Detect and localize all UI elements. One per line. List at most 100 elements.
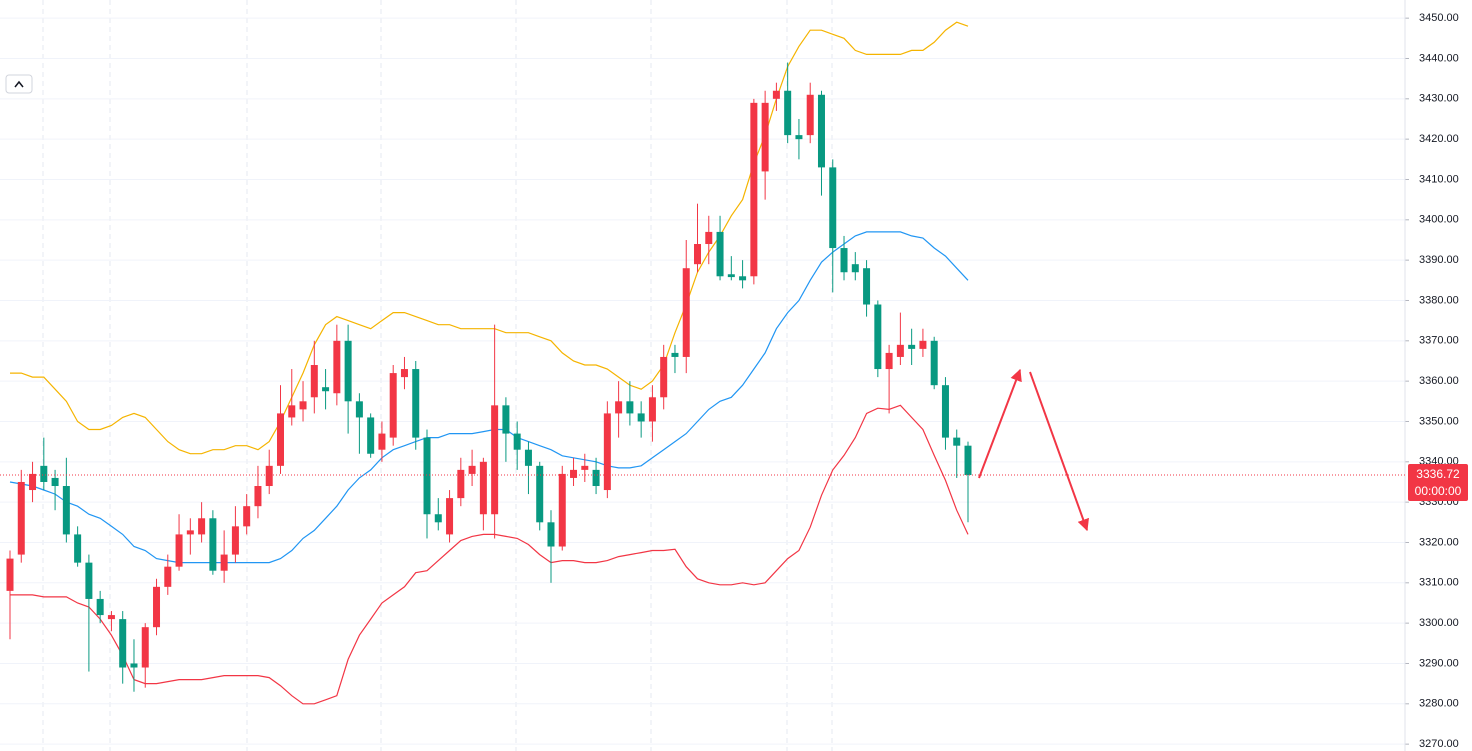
candle-body xyxy=(186,530,194,535)
bands xyxy=(9,21,969,705)
candle-body xyxy=(513,433,521,450)
y-tick-label: 3310.00 xyxy=(1419,577,1459,589)
candle-body xyxy=(220,554,228,571)
candle-body xyxy=(536,465,544,523)
candle-body xyxy=(502,405,510,434)
y-tick-label: 3420.00 xyxy=(1419,133,1459,145)
candle-body xyxy=(694,244,702,265)
candle-body xyxy=(581,465,589,470)
candle-body xyxy=(919,340,927,349)
candle-body xyxy=(310,365,318,398)
y-tick-label: 3380.00 xyxy=(1419,294,1459,306)
y-tick-label: 3390.00 xyxy=(1419,254,1459,266)
candle-body xyxy=(96,598,104,616)
candle-body xyxy=(626,401,634,414)
candle-body xyxy=(829,167,837,249)
down-arrow xyxy=(1029,371,1089,532)
countdown-label: 00:00:00 xyxy=(1415,484,1462,498)
y-tick-label: 3400.00 xyxy=(1419,214,1459,226)
candle-body xyxy=(784,90,792,136)
candle-body xyxy=(603,413,611,491)
candle-body xyxy=(941,385,949,438)
candle-body xyxy=(434,514,442,523)
candle-body xyxy=(423,437,431,515)
candle-body xyxy=(322,387,330,392)
candle-body xyxy=(874,304,882,370)
candle-body xyxy=(164,566,172,587)
candle-body xyxy=(468,465,476,474)
y-tick-label: 3430.00 xyxy=(1419,93,1459,105)
candle-body xyxy=(265,465,273,487)
candle-body xyxy=(817,94,825,168)
candle-body xyxy=(141,627,149,668)
candle-body xyxy=(119,619,127,668)
candle-body xyxy=(243,506,251,527)
y-tick-label: 3350.00 xyxy=(1419,415,1459,427)
candle-body xyxy=(412,369,420,438)
y-tick-label: 3440.00 xyxy=(1419,52,1459,64)
candle-body xyxy=(446,498,454,535)
up-arrow xyxy=(978,368,1022,479)
candle-body xyxy=(558,473,566,547)
candle-body xyxy=(400,369,408,378)
candle-body xyxy=(885,352,893,370)
candle-body xyxy=(29,473,37,491)
candle-body xyxy=(716,231,724,277)
candle-body xyxy=(276,413,284,466)
candle-body xyxy=(344,340,352,402)
time-grid xyxy=(42,0,833,751)
candle-body xyxy=(85,562,93,599)
candle-body xyxy=(457,469,465,499)
candle-body xyxy=(209,518,217,571)
candle-body xyxy=(130,663,138,668)
candle-body xyxy=(51,477,59,487)
candle-body xyxy=(615,401,623,414)
candle-body xyxy=(62,486,70,535)
candle-body xyxy=(198,518,206,535)
arrows xyxy=(978,368,1089,532)
candle-body xyxy=(806,94,814,136)
candle-body xyxy=(107,615,115,620)
candle-body xyxy=(660,356,668,398)
band-line xyxy=(10,404,969,705)
last-price-label: 3336.72 xyxy=(1416,467,1460,481)
candle-body xyxy=(570,469,578,478)
y-tick-label: 3360.00 xyxy=(1419,375,1459,387)
candle-body xyxy=(592,469,600,487)
candles xyxy=(6,62,972,692)
candle-body xyxy=(175,534,183,567)
candle-body xyxy=(851,264,859,273)
band-line xyxy=(10,21,969,455)
candle-body xyxy=(389,373,397,438)
y-tick-label: 3280.00 xyxy=(1419,698,1459,710)
candle-body xyxy=(231,526,239,555)
candle-body xyxy=(355,401,363,418)
candle-body xyxy=(333,340,341,394)
candle-body xyxy=(953,437,961,446)
collapse-button[interactable] xyxy=(5,74,33,94)
candle-body xyxy=(17,481,25,555)
candle-body xyxy=(491,405,499,515)
candle-body xyxy=(750,102,758,277)
candle-body xyxy=(682,268,690,357)
y-tick-label: 3450.00 xyxy=(1419,12,1459,24)
y-tick-label: 3320.00 xyxy=(1419,536,1459,548)
candle-body xyxy=(795,135,803,140)
candle-body xyxy=(863,268,871,305)
candle-body xyxy=(367,417,375,454)
candle-body xyxy=(727,274,735,278)
y-tick-label: 3300.00 xyxy=(1419,617,1459,629)
y-tick-label: 3270.00 xyxy=(1419,738,1459,750)
last-price-box xyxy=(1408,464,1468,502)
band-line xyxy=(9,231,969,564)
candle-body xyxy=(648,397,656,422)
candle-body xyxy=(40,465,48,482)
candle-body xyxy=(153,586,161,628)
candle-body xyxy=(930,340,938,386)
candle-body xyxy=(772,90,780,99)
candle-body xyxy=(6,558,14,591)
candle-body xyxy=(299,401,307,410)
